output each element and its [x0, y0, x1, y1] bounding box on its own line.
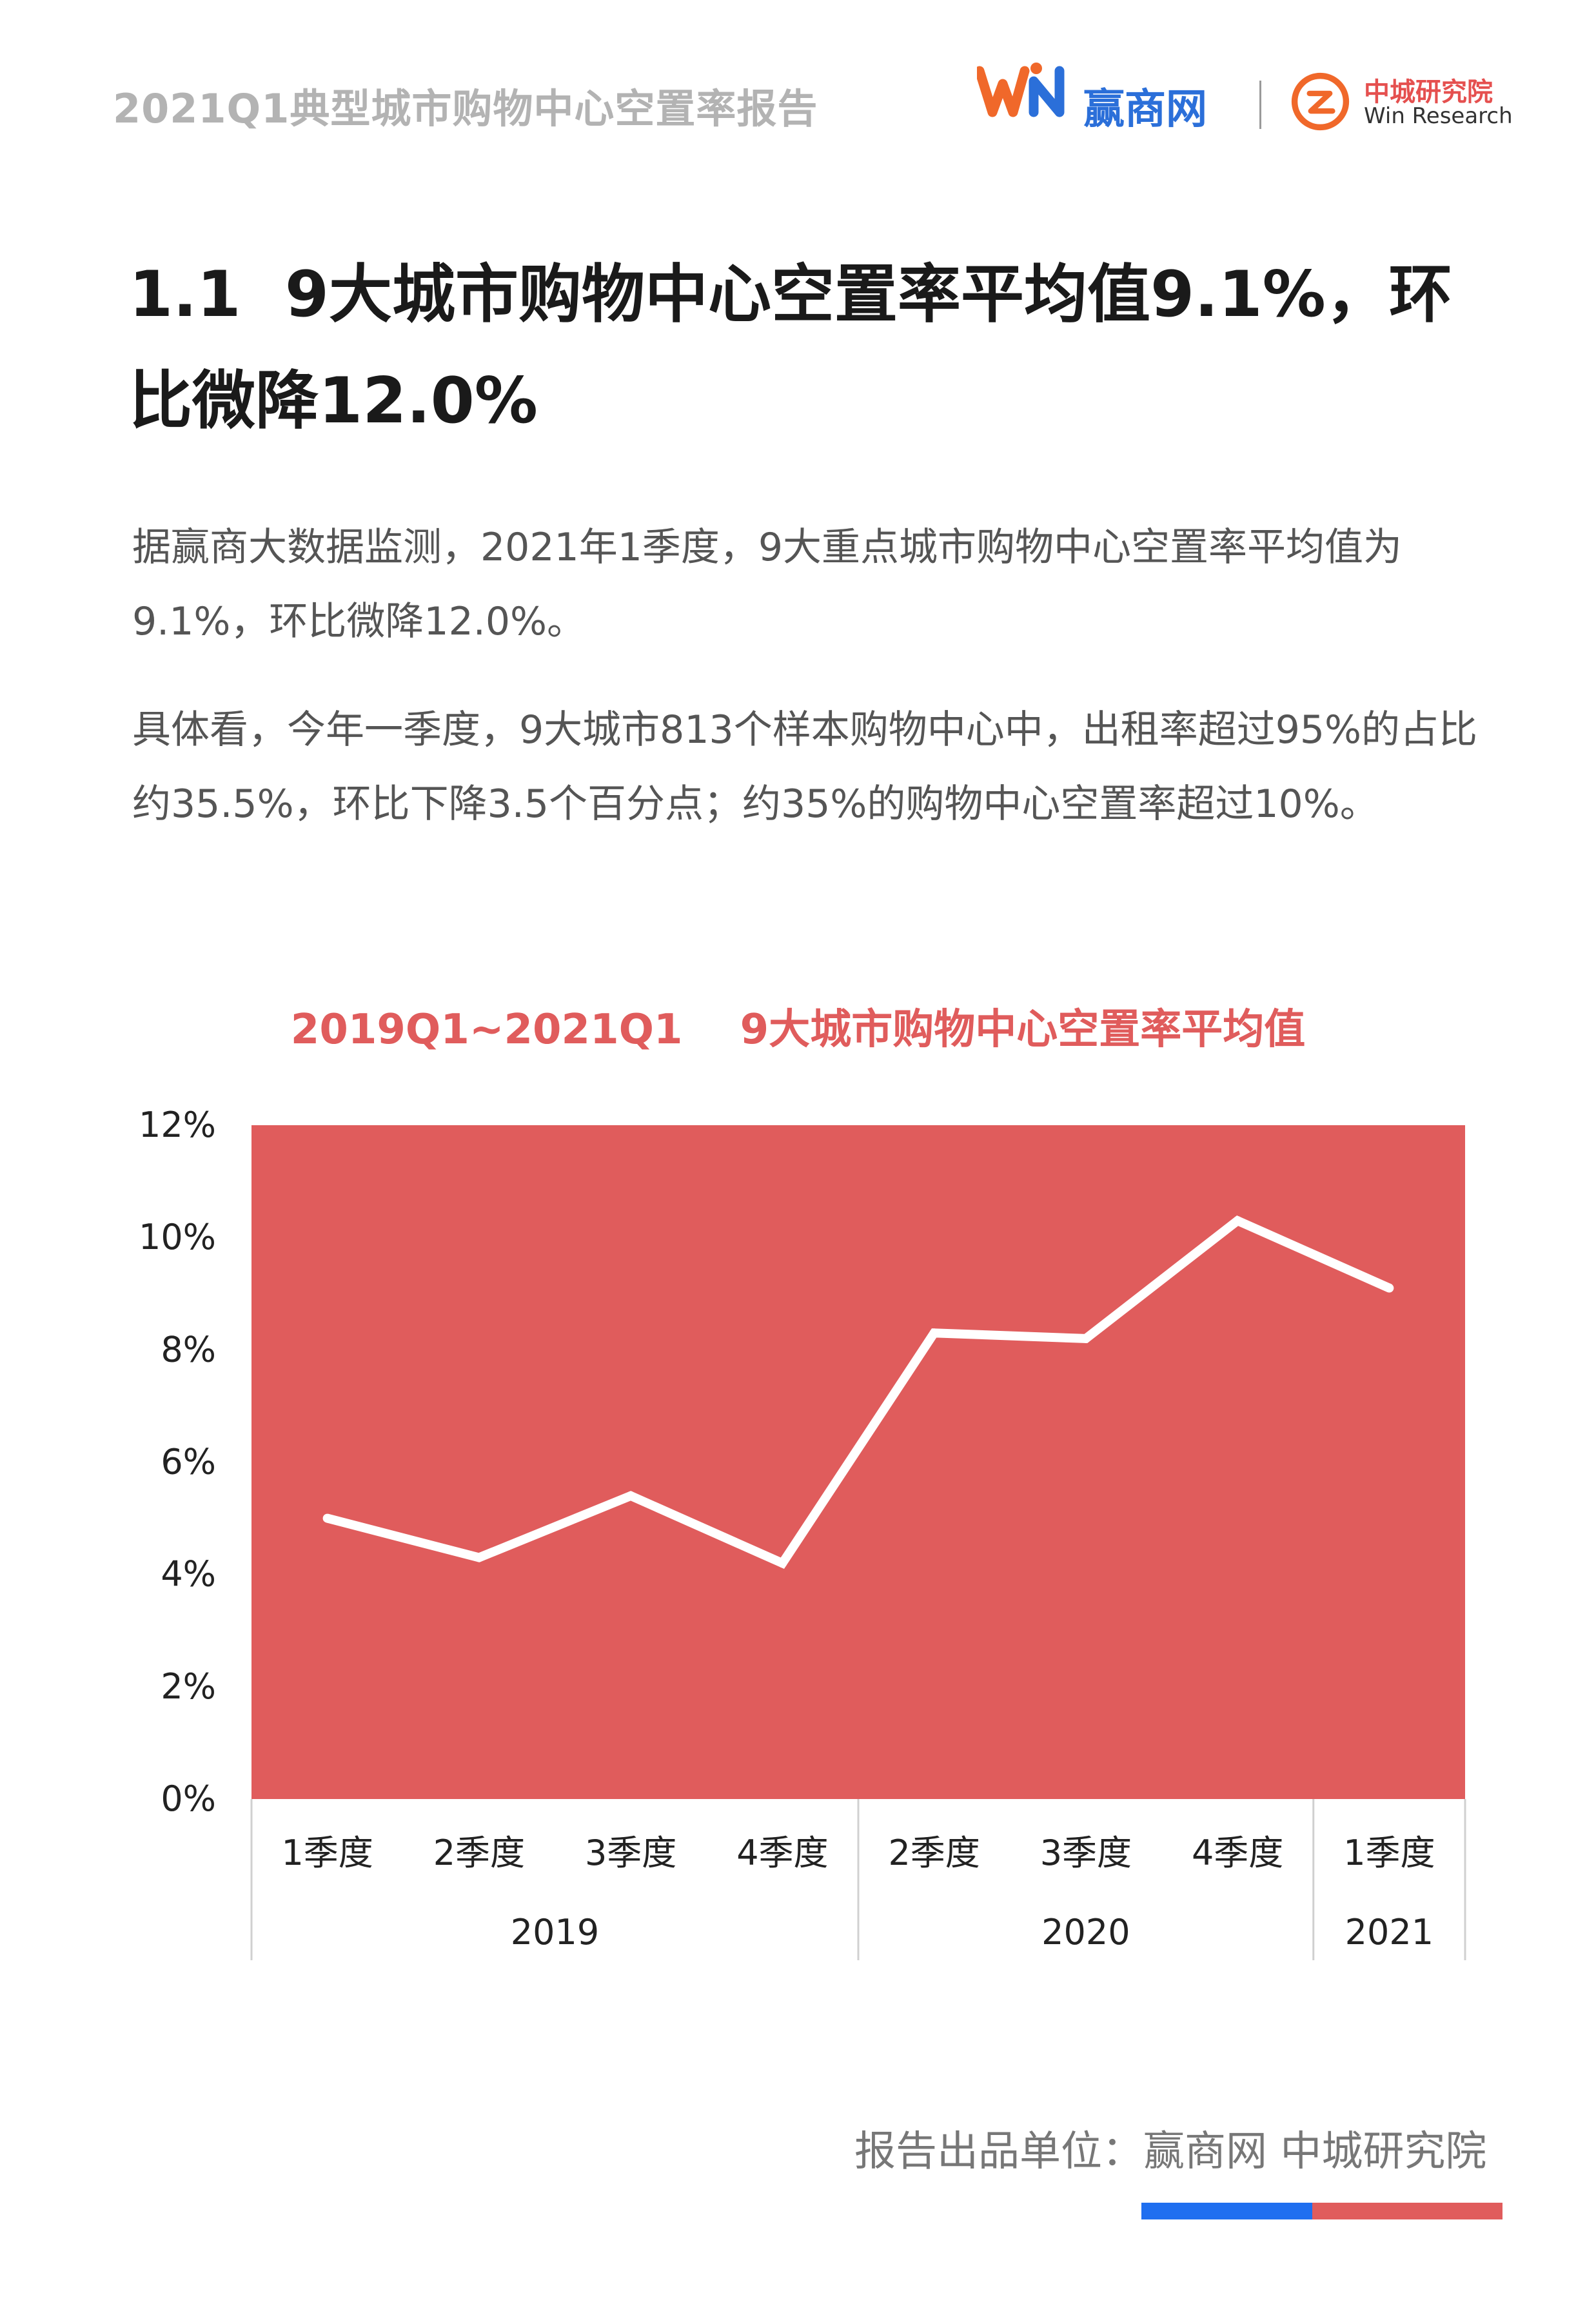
- y-tick-label: 2%: [161, 1666, 216, 1707]
- x-tick-label: 4季度: [736, 1833, 828, 1873]
- data-point: [1081, 1333, 1090, 1343]
- x-tick-label: 1季度: [281, 1833, 373, 1873]
- publisher-credit: 报告出品单位：赢商网 中城研究院: [854, 2128, 1487, 2176]
- y-tick-label: 6%: [161, 1442, 216, 1482]
- data-point: [778, 1559, 787, 1568]
- data-point: [626, 1491, 636, 1500]
- research-name-en: Win Research: [1364, 103, 1513, 129]
- data-point: [1384, 1283, 1394, 1293]
- x-tick-label: 3季度: [1040, 1833, 1132, 1873]
- plot-area: [251, 1125, 1465, 1799]
- vacancy-rate-line-chart: 0% 2% 4% 6% 8% 10% 12% 2019 2020 2021 1季度 2季度 3季度 4季度…: [139, 1105, 1466, 1960]
- report-title: 2021Q1典型城市购物中心空置率报告: [113, 85, 818, 132]
- y-tick-label: 0%: [161, 1778, 216, 1819]
- x-tick-label: 1季度: [1343, 1833, 1435, 1873]
- data-point: [929, 1328, 939, 1338]
- win-research-logo-icon: [1291, 72, 1350, 131]
- x-tick-label: 3季度: [585, 1833, 676, 1873]
- y-tick-label: 12%: [139, 1105, 216, 1145]
- y-tick-label: 10%: [139, 1217, 216, 1257]
- data-point: [474, 1553, 484, 1562]
- series-line: [326, 1215, 1392, 1569]
- year-group-label: 2019: [511, 1912, 599, 1953]
- x-tick-label: 2季度: [433, 1833, 525, 1873]
- win-logo-icon: [977, 63, 1065, 117]
- brand-name: 赢商网: [1083, 86, 1207, 133]
- footer-bar-red: [1312, 2203, 1502, 2219]
- paragraph-detail: 具体看，今年一季度，9大城市813个样本购物中心中，出租率超过95%的占比约35…: [132, 707, 1478, 827]
- section-heading-line1: 1.1 9大城市购物中心空置率平均值9.1%，环: [129, 258, 1452, 331]
- y-tick-label: 8%: [161, 1329, 216, 1370]
- x-tick-label: 4季度: [1192, 1833, 1283, 1873]
- section-heading: 1.1 9大城市购物中心空置率平均值9.1%，环 比微降12.0%: [129, 242, 1496, 455]
- footer-bar-blue: [1141, 2203, 1312, 2219]
- data-point: [322, 1513, 332, 1523]
- data-point: [1233, 1216, 1243, 1226]
- year-group-label: 2021: [1345, 1912, 1433, 1953]
- chart-title: 2019Q1~2021Q1 9大城市购物中心空置率平均值: [290, 1006, 1306, 1054]
- paragraph-summary: 据赢商大数据监测，2021年1季度，9大重点城市购物中心空置率平均值为9.1%，…: [132, 525, 1403, 644]
- header-divider: [1259, 81, 1261, 129]
- y-tick-label: 4%: [161, 1554, 216, 1595]
- year-group-label: 2020: [1041, 1912, 1130, 1953]
- section-heading-line2: 比微降12.0%: [129, 364, 538, 438]
- research-name-cn: 中城研究院: [1364, 77, 1493, 107]
- x-tick-label: 2季度: [888, 1833, 980, 1873]
